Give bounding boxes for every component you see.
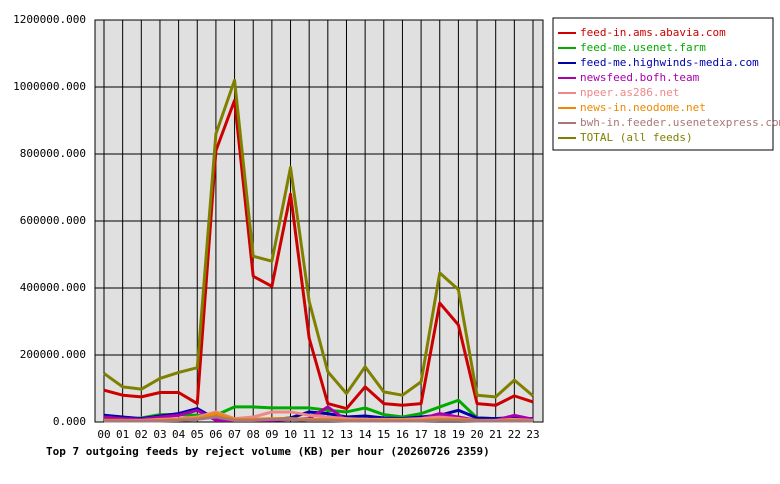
x-tick-label: 05 — [191, 428, 204, 441]
series-line — [103, 78, 534, 399]
x-tick-label: 01 — [116, 428, 129, 441]
x-tick-label: 19 — [452, 428, 465, 441]
x-tick-label: 00 — [97, 428, 110, 441]
y-tick-label: 0.000 — [53, 415, 86, 428]
y-tick-label: 1000000.000 — [13, 80, 86, 93]
x-tick-label: 08 — [247, 428, 260, 441]
x-tick-label: 20 — [470, 428, 483, 441]
x-tick-label: 10 — [284, 428, 297, 441]
legend-label: news-in.neodome.net — [580, 101, 706, 114]
x-tick-label: 04 — [172, 428, 186, 441]
series-line — [104, 415, 533, 423]
x-tick-label: 11 — [303, 428, 316, 441]
x-tick-label: 23 — [526, 428, 539, 441]
x-tick-label: 21 — [489, 428, 502, 441]
x-tick-label: 15 — [377, 428, 390, 441]
x-tick-label: 18 — [433, 428, 446, 441]
y-tick-label: 1200000.000 — [13, 13, 86, 26]
y-tick-label: 200000.000 — [20, 348, 86, 361]
x-tick-label: 22 — [508, 428, 521, 441]
legend-label: newsfeed.bofh.team — [580, 71, 700, 84]
x-tick-label: 12 — [321, 428, 334, 441]
x-tick-label: 02 — [135, 428, 148, 441]
y-tick-label: 600000.000 — [20, 214, 86, 227]
x-tick-label: 16 — [396, 428, 409, 441]
legend-label: bwh-in.feeder.usenetexpress.com — [580, 116, 780, 129]
legend-label: feed-me.usenet.farm — [580, 41, 706, 54]
legend-label: TOTAL (all feeds) — [580, 131, 693, 144]
y-tick-label: 400000.000 — [20, 281, 86, 294]
legend-label: feed-in.ams.abavia.com — [580, 26, 726, 39]
legend-label: feed-me.highwinds-media.com — [580, 56, 759, 69]
x-tick-label: 06 — [209, 428, 222, 441]
legend-box — [552, 17, 774, 151]
x-tick-label: 17 — [414, 428, 427, 441]
chart-title: Top 7 outgoing feeds by reject volume (K… — [46, 445, 490, 458]
x-tick-label: 14 — [359, 428, 373, 441]
x-tick-label: 03 — [153, 428, 166, 441]
x-tick-label: 09 — [265, 428, 278, 441]
series-line — [103, 98, 534, 411]
legend-label: npeer.as286.net — [580, 86, 679, 99]
x-tick-label: 07 — [228, 428, 241, 441]
x-tick-label: 13 — [340, 428, 353, 441]
y-tick-label: 800000.000 — [20, 147, 86, 160]
